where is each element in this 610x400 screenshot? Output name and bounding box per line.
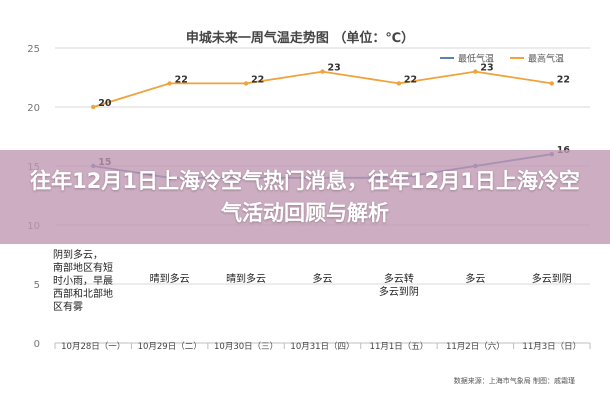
x-tick-label: 10月31日（四） [290, 341, 354, 352]
data-label: 22 [175, 74, 188, 85]
data-point [549, 81, 554, 86]
headline-text: 往年12月1日上海冷空气热门消息，往年12月1日上海冷空气活动回顾与解析 [30, 169, 580, 225]
data-label: 22 [251, 74, 264, 85]
data-label: 23 [480, 63, 493, 74]
x-tick-label: 10月29日（二） [138, 341, 202, 352]
data-label: 20 [98, 98, 112, 109]
chart-title: 申城未来一周气温走势图 （单位：℃） [186, 30, 414, 46]
data-point [473, 69, 478, 74]
series-line [92, 70, 552, 108]
legend-label: 最低气温 [458, 53, 494, 65]
weather-text: 区有雾 [53, 300, 83, 313]
x-tick-label: 10月28日（一） [61, 341, 125, 352]
chart-credit: 数据来源：上海市气象局 制图：戚霜瑾 [454, 376, 575, 385]
weather-text: 晴到多云 [226, 272, 266, 285]
x-tick-label: 10月30日（三） [214, 341, 278, 352]
data-point [91, 104, 96, 110]
data-point [320, 69, 325, 74]
weather-text: 多云到阴 [379, 285, 419, 298]
weather-text: 多云到阴 [532, 272, 572, 285]
weather-text: 多云 [313, 272, 333, 285]
weather-text: 西部和北部地 [53, 287, 113, 300]
weather-text: 多云 [465, 272, 485, 285]
legend-label: 最高气温 [528, 53, 564, 65]
weather-text: 南部地区有短 [53, 261, 113, 274]
weather-text: 晴到多云 [150, 272, 190, 285]
data-label: 22 [557, 74, 570, 85]
headline-banner: 往年12月1日上海冷空气热门消息，往年12月1日上海冷空气活动回顾与解析 [0, 150, 610, 244]
weather-text: 多云转 [384, 272, 414, 285]
x-tick-label: 11月1日（五） [370, 341, 429, 352]
x-tick-label: 11月3日（日） [522, 341, 581, 352]
data-label: 23 [328, 63, 341, 74]
chart-legend: 最低气温 最高气温 [440, 53, 564, 65]
data-point [396, 81, 402, 86]
x-axis: 10月28日（一） 10月29日（二） 10月30日（三） 10月31日（四） 11月1… [54, 341, 591, 352]
data-point [167, 81, 172, 86]
weather-text: 时小雨，早晨 [53, 275, 113, 287]
weather-text: 阴到多云， [53, 248, 103, 261]
x-tick-label: 11月2日（六） [446, 341, 505, 352]
y-tick-label: 0 [34, 339, 40, 350]
y-tick-label: 5 [34, 280, 40, 291]
y-tick-label: 20 [27, 103, 40, 114]
data-label: 22 [404, 74, 417, 85]
y-tick-label: 25 [27, 44, 40, 55]
data-point [243, 81, 249, 86]
